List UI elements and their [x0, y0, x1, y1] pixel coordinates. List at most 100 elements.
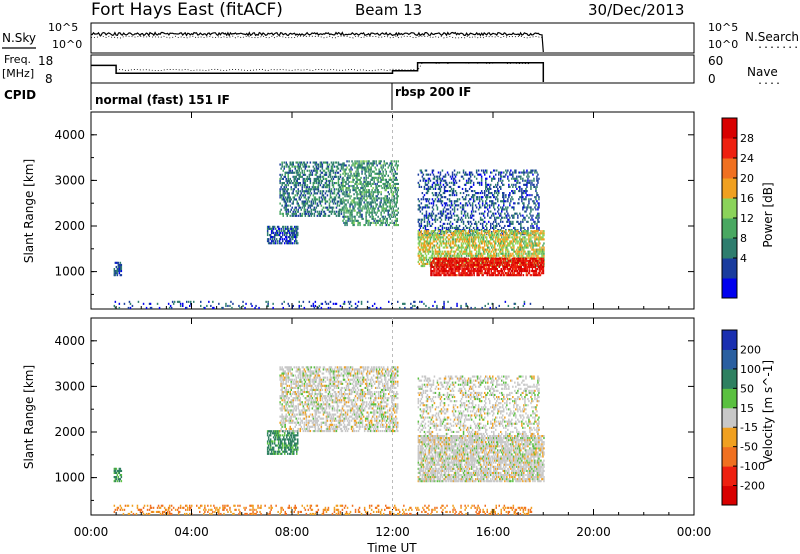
data-pixel — [281, 204, 283, 207]
data-pixel — [423, 194, 426, 197]
data-pixel — [431, 210, 434, 213]
data-pixel — [525, 190, 527, 193]
data-pixel — [284, 200, 286, 203]
data-pixel — [362, 182, 364, 185]
data-pixel — [446, 222, 449, 225]
data-pixel — [343, 162, 345, 165]
data-pixel — [471, 240, 474, 243]
data-pixel — [373, 180, 375, 183]
data-pixel — [455, 274, 457, 277]
data-pixel — [494, 169, 496, 172]
data-pixel — [497, 198, 499, 201]
data-pixel — [450, 268, 452, 271]
data-pixel — [382, 207, 384, 210]
data-pixel — [467, 222, 470, 225]
data-pixel — [471, 263, 473, 266]
data-pixel — [292, 227, 294, 230]
data-pixel — [442, 231, 445, 234]
data-pixel — [282, 188, 284, 191]
data-pixel — [533, 202, 535, 205]
data-pixel — [490, 200, 492, 203]
data-pixel — [453, 226, 456, 229]
data-pixel — [444, 218, 447, 221]
data-pixel — [484, 272, 486, 275]
data-pixel — [478, 183, 481, 186]
data-pixel — [388, 197, 390, 200]
data-pixel — [466, 173, 469, 176]
data-pixel — [491, 250, 493, 253]
data-pixel — [424, 183, 427, 186]
data-pixel — [387, 187, 389, 190]
data-pixel — [480, 229, 483, 232]
data-pixel — [301, 163, 303, 166]
data-pixel — [351, 174, 353, 177]
data-pixel — [458, 230, 461, 233]
data-pixel — [281, 161, 283, 164]
data-pixel — [393, 224, 395, 227]
data-pixel — [350, 166, 352, 169]
data-pixel — [457, 254, 460, 257]
data-pixel — [289, 210, 291, 213]
data-pixel — [429, 258, 432, 261]
data-pixel — [478, 263, 480, 266]
data-pixel — [435, 194, 438, 197]
data-pixel — [504, 216, 506, 219]
data-pixel — [293, 212, 295, 215]
data-pixel — [440, 270, 442, 273]
data-pixel — [324, 200, 327, 203]
data-pixel — [536, 192, 538, 195]
data-pixel — [340, 188, 343, 191]
data-pixel — [427, 244, 430, 247]
data-pixel — [280, 194, 282, 197]
data-pixel — [528, 254, 530, 257]
data-pixel — [281, 198, 283, 201]
data-pixel — [442, 257, 444, 260]
data-pixel — [476, 232, 479, 235]
data-pixel — [285, 186, 287, 189]
data-pixel — [304, 212, 307, 215]
data-pixel — [538, 234, 540, 237]
data-pixel — [483, 265, 485, 268]
data-pixel — [330, 161, 333, 164]
data-pixel — [508, 265, 510, 268]
data-pixel — [531, 194, 533, 197]
data-pixel — [519, 254, 521, 257]
data-pixel — [471, 274, 473, 277]
data-pixel — [308, 200, 311, 203]
data-pixel — [458, 246, 461, 249]
data-pixel — [486, 194, 488, 197]
data-pixel — [520, 224, 522, 227]
data-pixel — [480, 265, 482, 268]
data-pixel — [508, 250, 510, 253]
data-pixel — [346, 207, 348, 210]
data-pixel — [314, 173, 317, 176]
data-pixel — [535, 232, 537, 235]
data-pixel — [298, 198, 300, 201]
data-pixel — [120, 268, 123, 271]
data-pixel — [462, 229, 465, 232]
freq-tick-low: 8 — [45, 72, 53, 86]
data-pixel — [326, 165, 329, 168]
data-pixel — [448, 252, 451, 255]
data-pixel — [338, 210, 341, 213]
data-pixel — [296, 234, 298, 237]
data-pixel — [354, 164, 356, 167]
data-pixel — [476, 259, 478, 262]
data-pixel — [480, 177, 483, 180]
data-pixel — [428, 250, 431, 253]
nsky-panel: N.Sky 10^5 10^0 10^5 10^0 N.Search .....… — [2, 21, 800, 54]
data-pixel — [466, 204, 469, 207]
data-pixel — [301, 200, 303, 203]
data-pixel — [377, 221, 379, 224]
data-pixel — [490, 222, 492, 225]
data-pixel — [493, 169, 495, 172]
data-pixel — [285, 206, 287, 209]
data-pixel — [364, 180, 366, 183]
data-pixel — [383, 182, 385, 185]
data-pixel — [306, 186, 309, 189]
data-pixel — [519, 181, 521, 184]
data-pixel — [479, 216, 482, 219]
data-pixel — [477, 244, 480, 247]
data-pixel — [443, 222, 446, 225]
data-pixel — [317, 167, 320, 170]
